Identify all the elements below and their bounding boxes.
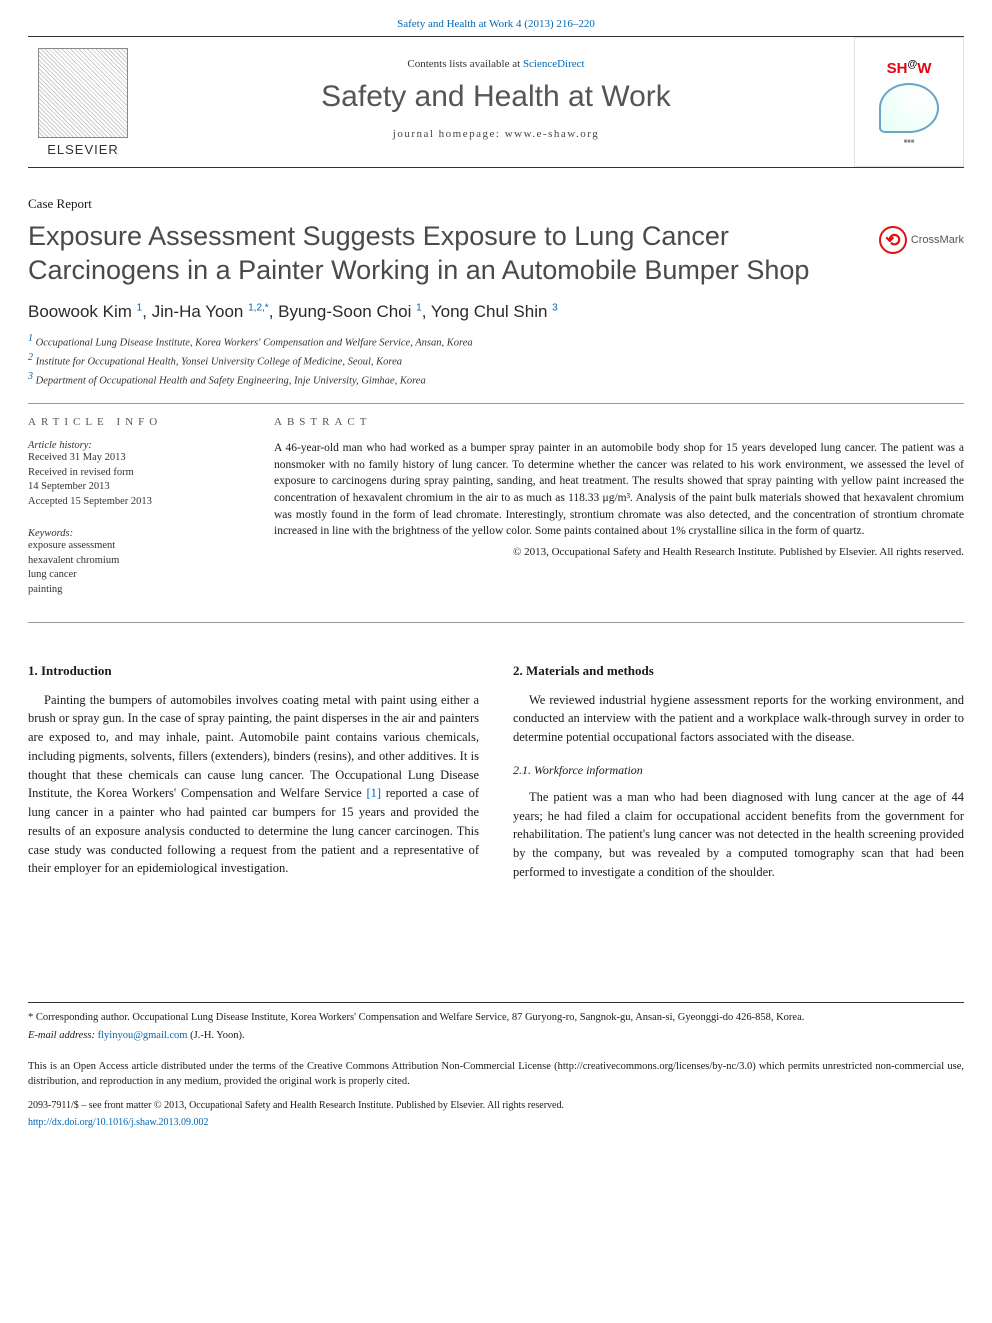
email-link[interactable]: flyinyou@gmail.com xyxy=(98,1030,188,1041)
shaw-w: W xyxy=(917,60,931,77)
keyword-4: painting xyxy=(28,583,238,598)
author-2: Jin-Ha Yoon xyxy=(152,302,244,321)
author-3-sup: 1 xyxy=(416,302,422,313)
article-type: Case Report xyxy=(28,196,964,212)
right-column: 2. Materials and methods We reviewed ind… xyxy=(513,657,964,882)
shaw-globe-icon xyxy=(879,83,939,133)
shaw-footer-icon: ■■■ xyxy=(904,139,915,145)
crossmark-icon: ⟲ xyxy=(879,226,907,254)
article-info-block: article info Article history: Received 3… xyxy=(28,416,238,598)
elsevier-wordmark: ELSEVIER xyxy=(47,142,119,157)
email-author: (J.-H. Yoon). xyxy=(187,1030,244,1041)
homepage-url[interactable]: www.e-shaw.org xyxy=(505,128,600,140)
crossmark-button[interactable]: ⟲ CrossMark xyxy=(879,220,964,254)
left-column: 1. Introduction Painting the bumpers of … xyxy=(28,657,479,882)
methods-heading: 2. Materials and methods xyxy=(513,663,964,679)
sciencedirect-link[interactable]: ScienceDirect xyxy=(523,58,585,70)
intro-heading: 1. Introduction xyxy=(28,663,479,679)
divider xyxy=(28,403,964,404)
history-accepted: Accepted 15 September 2013 xyxy=(28,495,238,510)
homepage-line: journal homepage: www.e-shaw.org xyxy=(138,128,854,140)
email-line: E-mail address: flyinyou@gmail.com (J.-H… xyxy=(28,1029,964,1044)
corresponding-author-note: * Corresponding author. Occupational Lun… xyxy=(28,1011,964,1026)
elsevier-logo[interactable]: ELSEVIER xyxy=(28,37,138,167)
workforce-paragraph: The patient was a man who had been diagn… xyxy=(513,788,964,882)
abstract-heading: abstract xyxy=(274,416,964,428)
header-center: Contents lists available at ScienceDirec… xyxy=(138,58,854,146)
author-1-sup: 1 xyxy=(137,302,143,313)
intro-paragraph: Painting the bumpers of automobiles invo… xyxy=(28,691,479,879)
front-matter-copyright: 2093-7911/$ – see front matter © 2013, O… xyxy=(28,1099,964,1113)
intro-text-a: Painting the bumpers of automobiles invo… xyxy=(28,693,479,801)
article-title: Exposure Assessment Suggests Exposure to… xyxy=(28,220,867,288)
top-citation-link[interactable]: Safety and Health at Work 4 (2013) 216–2… xyxy=(28,18,964,30)
affiliation-1: 1 Occupational Lung Disease Institute, K… xyxy=(28,332,964,351)
abstract-copyright: © 2013, Occupational Safety and Health R… xyxy=(274,546,964,558)
keyword-1: exposure assessment xyxy=(28,539,238,554)
shaw-at: @ xyxy=(907,59,917,70)
history-received: Received 31 May 2013 xyxy=(28,451,238,466)
history-revised-date: 14 September 2013 xyxy=(28,480,238,495)
journal-cover-logo[interactable]: SH@W ■■■ xyxy=(854,37,964,167)
meta-row: article info Article history: Received 3… xyxy=(28,416,964,623)
workforce-heading: 2.1. Workforce information xyxy=(513,763,964,778)
shaw-sh: SH xyxy=(887,60,908,77)
contents-label: Contents lists available at xyxy=(407,58,522,70)
elsevier-tree-icon xyxy=(38,48,128,138)
crossmark-label: CrossMark xyxy=(911,234,964,246)
author-3: Byung-Soon Choi xyxy=(278,302,411,321)
keywords-label: Keywords: xyxy=(28,528,238,539)
article-info-heading: article info xyxy=(28,416,238,428)
affiliation-3: 3 Department of Occupational Health and … xyxy=(28,370,964,389)
history-revised: Received in revised form xyxy=(28,466,238,481)
reference-link-1[interactable]: [1] xyxy=(366,786,381,800)
footer-divider xyxy=(28,1002,964,1003)
shaw-wordmark: SH@W xyxy=(887,59,932,77)
doi-link[interactable]: http://dx.doi.org/10.1016/j.shaw.2013.09… xyxy=(28,1117,209,1128)
body-columns: 1. Introduction Painting the bumpers of … xyxy=(28,657,964,882)
authors-line: Boowook Kim 1, Jin-Ha Yoon 1,2,*, Byung-… xyxy=(28,302,964,322)
author-1: Boowook Kim xyxy=(28,302,132,321)
author-4: Yong Chul Shin xyxy=(431,302,548,321)
affiliations: 1 Occupational Lung Disease Institute, K… xyxy=(28,332,964,390)
affiliation-2: 2 Institute for Occupational Health, Yon… xyxy=(28,351,964,370)
author-4-sup: 3 xyxy=(552,302,558,313)
abstract-block: abstract A 46-year-old man who had worke… xyxy=(274,416,964,598)
keyword-3: lung cancer xyxy=(28,568,238,583)
journal-name: Safety and Health at Work xyxy=(138,80,854,114)
email-label: E-mail address: xyxy=(28,1030,95,1041)
author-2-sup: 1,2,* xyxy=(248,302,269,313)
history-label: Article history: xyxy=(28,440,238,451)
license-note: This is an Open Access article distribut… xyxy=(28,1060,964,1089)
methods-paragraph: We reviewed industrial hygiene assessmen… xyxy=(513,691,964,747)
keyword-2: hexavalent chromium xyxy=(28,554,238,569)
abstract-text: A 46-year-old man who had worked as a bu… xyxy=(274,440,964,540)
contents-line: Contents lists available at ScienceDirec… xyxy=(138,58,854,70)
header-band: ELSEVIER Contents lists available at Sci… xyxy=(28,36,964,168)
homepage-label: journal homepage: xyxy=(393,128,505,140)
